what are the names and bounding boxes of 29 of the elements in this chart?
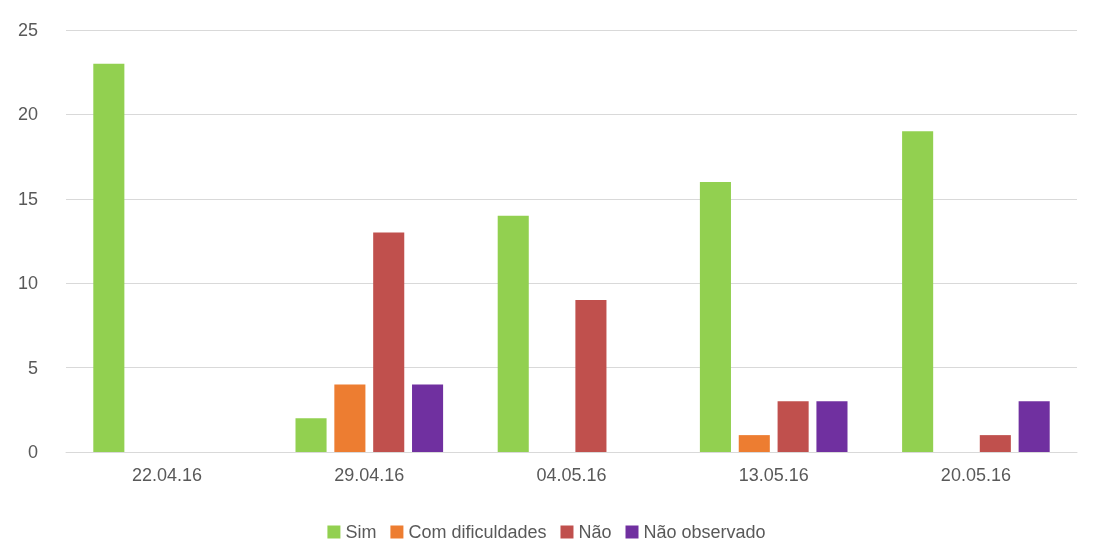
bar xyxy=(373,232,405,452)
x-tick-label: 29.04.16 xyxy=(334,465,405,485)
x-tick-label: 13.05.16 xyxy=(738,465,809,485)
y-tick-label: 20 xyxy=(17,104,38,125)
bar xyxy=(93,63,125,452)
bar xyxy=(738,435,770,452)
bar xyxy=(777,401,809,452)
x-tick-label: 22.04.16 xyxy=(132,465,203,485)
bar xyxy=(334,384,366,452)
bar xyxy=(1018,401,1050,452)
legend-label: Sim xyxy=(345,522,377,542)
bar xyxy=(575,300,607,452)
bar xyxy=(412,384,444,452)
bar xyxy=(979,435,1011,452)
x-tick-label: 20.05.16 xyxy=(940,465,1011,485)
y-tick-label: 10 xyxy=(17,273,38,294)
x-tick-label: 04.05.16 xyxy=(536,465,607,485)
legend-label: Não xyxy=(578,522,612,542)
bar xyxy=(699,181,731,452)
bar xyxy=(902,131,934,452)
y-tick-label: 5 xyxy=(27,357,38,378)
bar xyxy=(816,401,848,452)
y-tick-label: 25 xyxy=(17,20,38,40)
legend-label: Não observado xyxy=(643,522,766,542)
bar xyxy=(295,418,327,452)
bar xyxy=(497,215,529,452)
legend-label: Com dificuldades xyxy=(408,522,547,542)
y-tick-label: 0 xyxy=(27,442,38,462)
y-tick-label: 15 xyxy=(17,188,38,209)
